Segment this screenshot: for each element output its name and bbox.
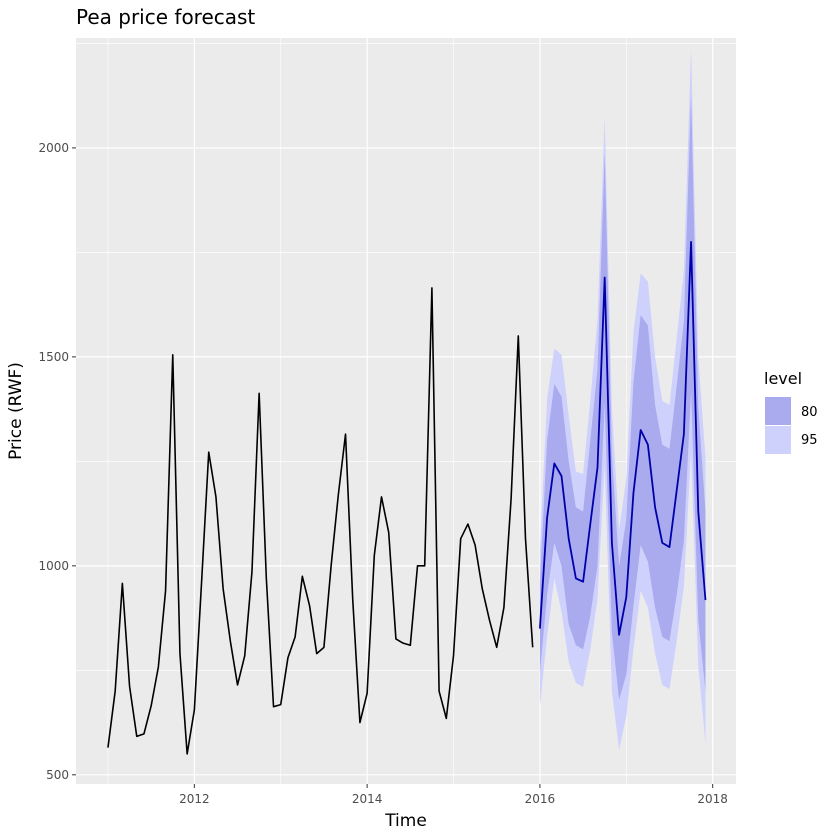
x-axis: 2012 2014 2016 2018 [179, 784, 728, 806]
chart-title: Pea price forecast [76, 5, 255, 29]
legend-label-80: 80 [801, 405, 818, 420]
forecast-mean-line [539, 241, 707, 636]
legend-title: level [764, 369, 802, 388]
minor-gridlines [76, 38, 736, 784]
legend: level 80 95 [764, 369, 818, 454]
legend-swatch-95 [765, 426, 791, 454]
y-tick-label: 1500 [38, 350, 69, 364]
y-tick-label: 2000 [38, 141, 69, 155]
y-axis: 500 1000 1500 2000 [38, 141, 76, 782]
y-tick-label: 500 [46, 768, 69, 782]
x-tick-label: 2012 [179, 792, 210, 806]
x-tick-label: 2018 [697, 792, 728, 806]
historical-series-line [107, 287, 534, 755]
y-tick-label: 1000 [38, 559, 69, 573]
legend-swatch-80 [765, 397, 791, 425]
x-tick-label: 2014 [352, 792, 383, 806]
prediction-intervals [539, 47, 706, 750]
x-tick-label: 2016 [525, 792, 556, 806]
series-lines [107, 241, 707, 755]
x-axis-title: Time [384, 811, 427, 831]
y-axis-title: Price (RWF) [6, 362, 26, 460]
band-80 [539, 93, 706, 700]
legend-label-95: 95 [801, 433, 818, 448]
